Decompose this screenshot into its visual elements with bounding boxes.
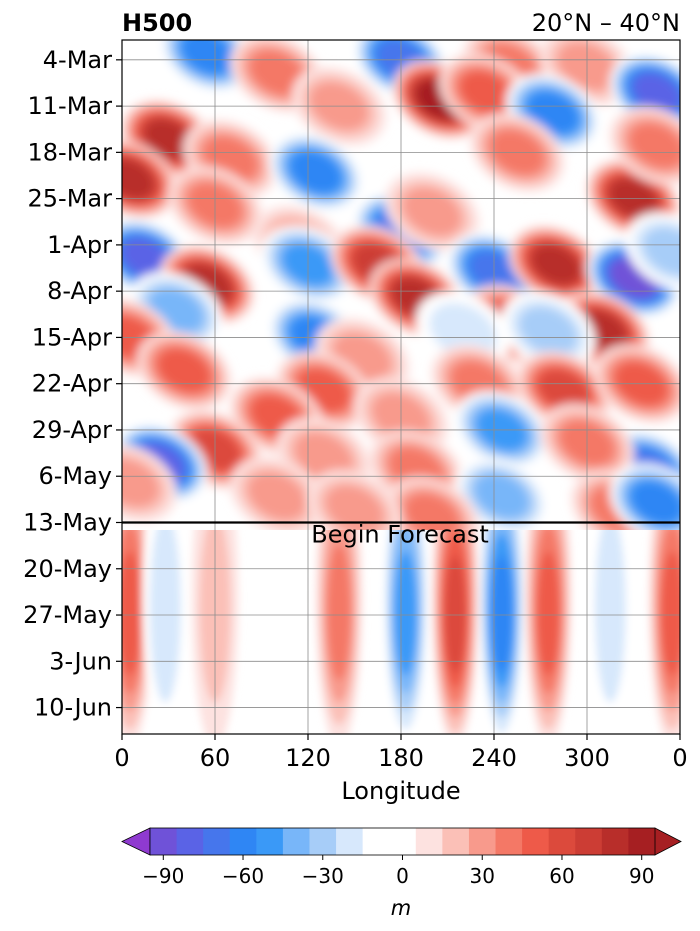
y-tick-label: 27-May bbox=[23, 601, 112, 629]
colorbar-tick-label: 0 bbox=[396, 864, 409, 888]
colorbar-extend-max bbox=[654, 827, 682, 856]
anomaly-contour bbox=[474, 474, 529, 519]
colorbar-segment bbox=[362, 828, 390, 855]
anomaly-contour bbox=[460, 71, 512, 114]
forecast-contour bbox=[122, 551, 141, 676]
anomaly-contour bbox=[532, 245, 580, 284]
colorbar-tick-label: 30 bbox=[470, 864, 495, 888]
anomaly-contour bbox=[429, 303, 497, 359]
colorbar-segment bbox=[309, 828, 337, 855]
x-tick-label: 240 bbox=[471, 744, 517, 772]
anomaly-contour bbox=[182, 40, 232, 74]
y-tick-label: 4-Mar bbox=[43, 46, 112, 74]
y-tick-label: 11-Mar bbox=[28, 92, 113, 120]
forecast-contour bbox=[594, 530, 626, 703]
anomaly-contour bbox=[528, 92, 578, 133]
forecast-contour bbox=[661, 551, 680, 676]
y-tick-label: 6-May bbox=[38, 462, 112, 490]
forecast-contour bbox=[149, 530, 181, 703]
forecast-contour bbox=[327, 544, 351, 680]
anomaly-contour bbox=[539, 370, 589, 411]
colorbar-segment bbox=[415, 828, 443, 855]
anomaly-contour bbox=[519, 306, 578, 355]
anomaly-contour bbox=[122, 159, 154, 198]
y-tick-label: 1-Apr bbox=[47, 231, 112, 259]
colorbar-segment bbox=[203, 828, 231, 855]
y-tick-label: 8-Apr bbox=[47, 277, 112, 305]
forecast-anomaly-field bbox=[122, 530, 680, 734]
colorbar-tick-label: 60 bbox=[549, 864, 574, 888]
colorbar-segment bbox=[256, 828, 284, 855]
colorbar-segment bbox=[575, 828, 603, 855]
anomaly-contour bbox=[325, 485, 384, 530]
colorbar: −90 −60 −30 0 30 60 90 bbox=[121, 827, 682, 888]
y-tick-label: 15-Apr bbox=[32, 323, 112, 351]
colorbar-tick-label: 90 bbox=[629, 864, 654, 888]
y-tick-label: 13-May bbox=[23, 508, 112, 536]
anomaly-contour bbox=[250, 51, 304, 96]
x-tick-label: 0 bbox=[672, 744, 687, 772]
anomaly-contour bbox=[643, 227, 680, 276]
forecast-contour bbox=[444, 555, 466, 673]
x-tick-label: 60 bbox=[200, 744, 231, 772]
colorbar-segment bbox=[389, 828, 417, 855]
x-axis-label: Longitude bbox=[341, 777, 460, 805]
anomaly-contour bbox=[633, 73, 680, 113]
colorbar-segment bbox=[176, 828, 204, 855]
y-tick-label: 10-Jun bbox=[34, 694, 112, 722]
forecast-label: Begin Forecast bbox=[311, 520, 489, 548]
anomaly-contour bbox=[247, 472, 307, 521]
colorbar-label: m bbox=[391, 896, 411, 920]
forecast-contour bbox=[537, 551, 560, 676]
y-tick-label: 18-Mar bbox=[28, 138, 113, 166]
x-tick-label: 120 bbox=[285, 744, 331, 772]
anomaly-contour bbox=[158, 349, 210, 392]
anomaly-contour bbox=[629, 123, 680, 168]
colorbar-segment bbox=[442, 828, 470, 855]
y-tick-label: 22-Apr bbox=[32, 370, 112, 398]
y-tick-label: 25-Mar bbox=[28, 185, 113, 213]
heatmap-area bbox=[122, 40, 680, 734]
colorbar-segment bbox=[468, 828, 497, 855]
forecast-contour bbox=[491, 555, 513, 673]
colorbar-tick-label: −90 bbox=[142, 864, 184, 888]
anomaly-contour bbox=[122, 238, 169, 278]
colorbar-tick-label: −30 bbox=[302, 864, 344, 888]
anomaly-contour bbox=[294, 432, 353, 481]
y-tick-label: 29-Apr bbox=[32, 416, 112, 444]
colorbar-segment bbox=[522, 828, 550, 855]
y-tick-label: 3-Jun bbox=[49, 647, 112, 675]
y-tick-label: 20-May bbox=[23, 555, 112, 583]
colorbar-segment bbox=[336, 828, 364, 855]
anomaly-contour bbox=[145, 119, 192, 159]
x-tick-label: 0 bbox=[114, 744, 129, 772]
forecast-contour bbox=[394, 551, 417, 676]
anomaly-contour bbox=[402, 187, 462, 236]
anomaly-contour bbox=[632, 482, 680, 523]
colorbar-segment bbox=[628, 828, 656, 855]
colorbar-segment bbox=[282, 828, 310, 855]
x-tick-label: 180 bbox=[378, 744, 424, 772]
chart-title-left: H500 bbox=[122, 9, 192, 37]
colorbar-segment bbox=[495, 828, 523, 855]
anomaly-contour bbox=[291, 152, 341, 193]
colorbar-segment bbox=[601, 828, 629, 855]
x-tick-label: 300 bbox=[564, 744, 610, 772]
chart-title-right: 20°N – 40°N bbox=[532, 9, 680, 37]
colorbar-segment bbox=[150, 828, 178, 855]
y-axis: 4-Mar 11-Mar 18-Mar 25-Mar 1-Apr 8-Apr 15-Apr 2… bbox=[23, 46, 122, 722]
anomaly-contour bbox=[122, 458, 159, 507]
anomaly-contour bbox=[405, 493, 459, 530]
colorbar-tick-label: −60 bbox=[222, 864, 264, 888]
colorbar-segment bbox=[229, 828, 257, 855]
colorbar-extend-min bbox=[121, 827, 151, 856]
colorbar-segment bbox=[548, 828, 576, 855]
x-axis: 0 60 120 180 240 300 0 bbox=[114, 734, 688, 772]
